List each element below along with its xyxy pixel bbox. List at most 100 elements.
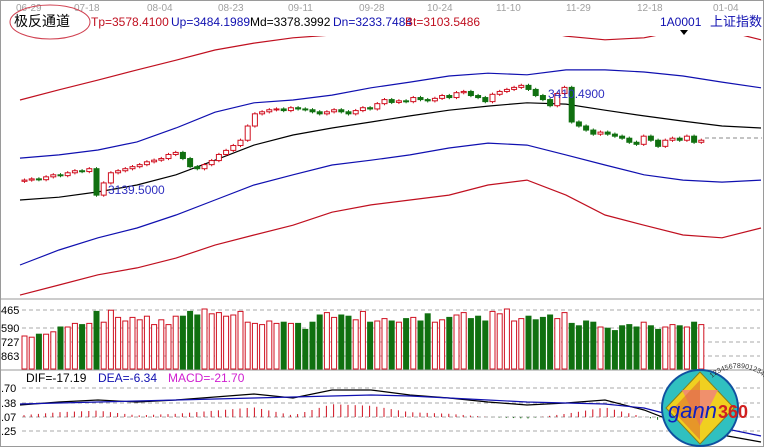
candle-body (251, 113, 258, 127)
candle (698, 138, 705, 144)
candle-body (475, 95, 482, 99)
dif-label: DIF=-17.19 (26, 371, 87, 385)
volume-bar (604, 327, 611, 370)
candle (35, 177, 42, 182)
candle-body (431, 97, 438, 102)
candle-body (323, 111, 330, 115)
candle-body (395, 100, 402, 103)
candle (669, 136, 676, 142)
candle (482, 95, 489, 104)
candle-body (280, 108, 287, 112)
candle-body (619, 135, 626, 139)
volume-axis-label: 465 (1, 305, 19, 317)
candle-body (50, 174, 57, 178)
indicator-header: 极反通道 Tp=3578.4100 Up=3484.1989 Md=3378.3… (9, 4, 762, 40)
candle-body (259, 111, 266, 115)
volume-bar (79, 324, 86, 370)
dea-line (19, 394, 762, 437)
candle (71, 169, 78, 175)
candle-body (316, 111, 323, 115)
candle-body (143, 161, 150, 166)
date-tick: 09-28 (359, 3, 385, 14)
candle (676, 136, 683, 142)
volume-bar (359, 310, 366, 370)
candle-body (698, 139, 705, 143)
volume-bar (172, 315, 179, 370)
candle (100, 181, 107, 197)
volume-bar (21, 335, 28, 370)
candle-body (525, 84, 532, 90)
dif-line (19, 389, 762, 443)
volume-bar (683, 326, 690, 370)
candle-body (237, 139, 244, 147)
volume-panel: 465 590 727 863 (1, 305, 760, 370)
candle (115, 169, 122, 175)
candle-body (122, 168, 129, 172)
candle-body (439, 95, 446, 99)
volume-bar (453, 314, 460, 370)
candle (367, 106, 374, 111)
volume-bar (518, 318, 525, 370)
volume-bar (482, 320, 489, 370)
md-value: Md=3378.3992 (250, 15, 331, 29)
candle-body (388, 99, 395, 103)
candle (151, 158, 158, 164)
candle (280, 107, 287, 113)
candle (302, 107, 309, 112)
candle-body (640, 135, 647, 145)
volume-bar (511, 320, 518, 370)
volume-bar (431, 321, 438, 370)
candle-body (453, 92, 460, 99)
volume-bar (633, 326, 640, 370)
volume-bar (35, 333, 42, 370)
volume-bar (115, 316, 122, 370)
volume-bar (287, 322, 294, 370)
date-tick: 09-11 (288, 3, 313, 14)
volume-axis-label: 590 (1, 323, 19, 335)
candle-body (489, 93, 496, 103)
volume-bar (251, 322, 258, 370)
volume-bar (57, 326, 64, 370)
candle-body (539, 95, 546, 101)
date-axis: 06-29 07-18 08-04 08-23 09-11 09-28 10-24 11-10… (16, 3, 739, 14)
candle (251, 112, 258, 128)
volume-bar (561, 312, 568, 370)
candle (647, 134, 654, 142)
candle (539, 93, 546, 102)
stock-code: 1A0001 (660, 15, 702, 29)
candle (691, 134, 698, 144)
candles (21, 83, 705, 197)
candle (554, 91, 561, 108)
dn-value: Dn=3233.7484 (333, 15, 412, 29)
macd-label: MACD=-21.70 (168, 371, 245, 385)
candle (446, 93, 453, 100)
candle (532, 87, 539, 98)
high-annotation: 3410.4900 (548, 87, 605, 101)
volume-axis-label: 863 (1, 351, 19, 363)
candle (43, 175, 50, 182)
candle (525, 83, 532, 92)
candle-body (482, 97, 489, 103)
line-bt (19, 179, 762, 296)
volume-bar (215, 312, 222, 370)
volume-bar (590, 321, 597, 370)
candle (287, 106, 294, 113)
candle-body (359, 107, 366, 112)
candle-body (71, 170, 78, 174)
candle (86, 167, 93, 174)
candle-body (647, 135, 654, 141)
candle (230, 143, 237, 153)
volume-bar (122, 320, 129, 370)
candle (273, 107, 280, 112)
volume-bar (532, 319, 539, 370)
candle (107, 171, 114, 185)
volume-bar (86, 322, 93, 370)
candle-body (208, 160, 215, 166)
volume-bar (583, 320, 590, 370)
candle-body (302, 108, 309, 111)
candle-body (93, 168, 100, 196)
volume-bar (374, 320, 381, 370)
volume-bar (165, 324, 172, 370)
